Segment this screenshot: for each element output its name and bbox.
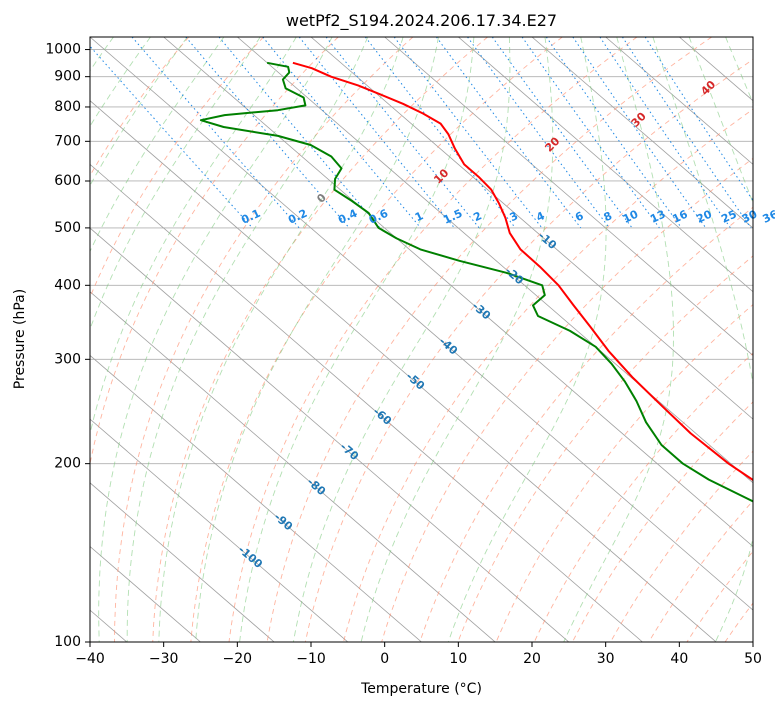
moist-adiabat-line [126, 37, 369, 642]
x-tick-label: 40 [670, 651, 688, 667]
x-tick-label: 20 [523, 651, 541, 667]
isotherm-line [90, 418, 349, 642]
x-tick-label: −10 [296, 651, 326, 667]
moist-adiabat-line [90, 37, 151, 127]
x-tick-label: 30 [597, 651, 615, 667]
moist-adiabat-line [447, 37, 607, 642]
mixing-ratio-line [599, 37, 731, 229]
moist-adiabat-line [652, 37, 753, 642]
dry-adiabat-line [152, 37, 488, 642]
isotherm-line [90, 163, 643, 642]
mixing-ratio-line [621, 37, 752, 229]
moist-adiabat-line [90, 37, 297, 436]
mixing-ratio-label: 16 [670, 207, 690, 225]
background-lines [90, 37, 753, 642]
dewpoint-profile-line [199, 61, 753, 503]
isotherm-line [458, 37, 753, 293]
isotherm-line [384, 37, 753, 356]
y-tick-label: 700 [54, 133, 81, 149]
dry-adiabat-line [114, 37, 414, 642]
sounding-profiles [199, 61, 753, 503]
isotherm-line [90, 37, 753, 611]
x-tick-label: 10 [449, 651, 467, 667]
moist-adiabat-line [725, 37, 753, 105]
moist-adiabat-line [90, 37, 188, 187]
isotherm-line [90, 227, 570, 642]
isotherm-line [90, 482, 275, 642]
y-tick-label: 300 [54, 351, 81, 367]
dry-adiabat-line [419, 206, 753, 642]
y-tick-label: 100 [54, 634, 81, 650]
isotherm-line [90, 100, 717, 642]
moist-adiabat-line [195, 37, 439, 642]
mixing-ratio-line [131, 37, 300, 229]
y-tick-label: 800 [54, 99, 81, 115]
dry-adiabat-line [343, 108, 753, 642]
y-tick-label: 1000 [45, 42, 81, 58]
moist-adiabat-line [360, 37, 554, 642]
moist-adiabat-line [292, 37, 511, 642]
isotherm-line [605, 37, 753, 165]
plot-frame [89, 36, 754, 643]
mixing-ratio-label: 20 [695, 207, 715, 225]
mixing-ratio-label: 10 [621, 207, 641, 225]
y-tick-label: 200 [54, 456, 81, 472]
x-tick-label: −20 [223, 651, 253, 667]
moist-adiabat-line [158, 37, 404, 642]
mixing-ratio-line [325, 37, 480, 229]
mixing-ratio-label: 36 [761, 207, 775, 225]
mixing-ratio-line [435, 37, 582, 229]
moist-adiabat-line [98, 37, 333, 642]
isotherm-line [237, 37, 753, 484]
dry-adiabat-line [90, 37, 190, 177]
mixing-ratio-line [545, 37, 682, 229]
mixing-ratio-label: 13 [648, 208, 667, 226]
x-tick-label: 0 [380, 651, 389, 667]
isotherm-line [90, 291, 496, 642]
mixing-ratio-line [644, 37, 753, 202]
x-axis-label: Temperature (°C) [360, 681, 482, 697]
moist-adiabat-line [239, 37, 475, 642]
dry-adiabat-line [457, 255, 753, 642]
isotherm-line [163, 37, 753, 548]
mixing-ratio-line [572, 37, 707, 229]
dry-adiabat-line [90, 37, 339, 466]
temperature-profile-line [292, 61, 753, 482]
chart-title: wetPf2_S194.2024.206.17.34.E27 [286, 11, 557, 31]
y-tick-label: 500 [54, 220, 81, 236]
moist-adiabat-line [688, 37, 753, 204]
dry-adiabat-line [304, 58, 753, 642]
isotherm-line [90, 354, 422, 642]
axes: −40 −30 −20 −10 0 10 20 30 40 50 1000 900 800 700 600 5… [45, 42, 762, 667]
dry-adiabat-line [266, 37, 712, 642]
mixing-ratio-line [521, 37, 660, 229]
x-tick-label: −30 [149, 651, 179, 667]
x-tick-label: 50 [744, 651, 762, 667]
mixing-ratio-line [90, 45, 253, 229]
moist-adiabat-line [90, 37, 225, 253]
mixing-ratio-line [185, 37, 350, 229]
mixing-ratio-line [298, 37, 455, 229]
y-axis-label: Pressure (hPa) [12, 289, 28, 389]
mixing-ratio-label: 30 [740, 207, 760, 225]
dry-adiabat-line [572, 401, 753, 642]
dry-adiabat-line [648, 500, 753, 642]
y-tick-label: 900 [54, 69, 81, 85]
dry-adiabat-line [610, 450, 753, 642]
mixing-ratio-label: 25 [719, 208, 738, 226]
dry-adiabat-line [495, 303, 753, 642]
y-tick-label: 400 [54, 277, 81, 293]
moist-adiabat-line [90, 37, 261, 331]
x-tick-label: −40 [75, 651, 105, 667]
isotherm-line [531, 37, 753, 229]
y-tick-label: 600 [54, 173, 81, 189]
